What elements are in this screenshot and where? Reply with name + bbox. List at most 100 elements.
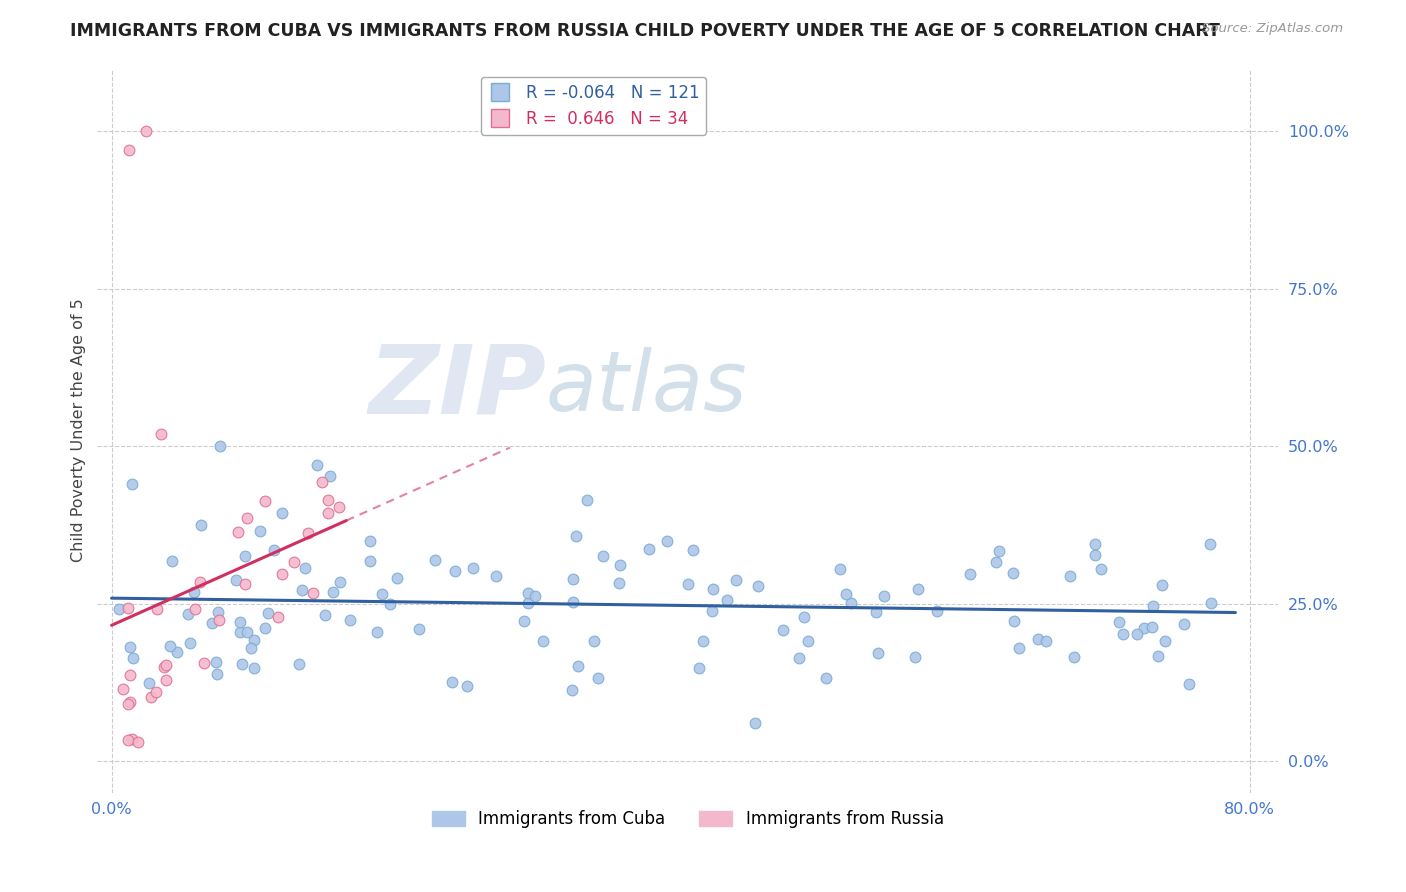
- Point: [243, 660, 266, 674]
- Point: [283, 555, 305, 569]
- Point: [872, 589, 894, 603]
- Point: [456, 679, 478, 693]
- Point: [835, 587, 858, 601]
- Point: [322, 584, 344, 599]
- Point: [1133, 621, 1156, 635]
- Point: [127, 734, 149, 748]
- Text: atlas: atlas: [546, 347, 748, 427]
- Point: [184, 602, 207, 616]
- Point: [516, 596, 538, 610]
- Point: [1150, 577, 1173, 591]
- Point: [907, 582, 929, 596]
- Point: [441, 675, 464, 690]
- Point: [1084, 537, 1107, 551]
- Point: [118, 695, 141, 709]
- Point: [1142, 599, 1164, 614]
- Point: [297, 526, 319, 541]
- Point: [236, 511, 259, 525]
- Point: [267, 610, 290, 624]
- Point: [117, 732, 139, 747]
- Point: [567, 659, 589, 673]
- Point: [1001, 566, 1024, 580]
- Point: [692, 634, 714, 648]
- Point: [314, 608, 336, 623]
- Point: [1140, 620, 1163, 634]
- Point: [138, 676, 160, 690]
- Point: [359, 534, 381, 549]
- Point: [516, 586, 538, 600]
- Point: [117, 600, 139, 615]
- Point: [793, 610, 815, 624]
- Point: [523, 589, 546, 603]
- Point: [150, 426, 173, 441]
- Text: Source: ZipAtlas.com: Source: ZipAtlas.com: [1202, 22, 1343, 36]
- Point: [865, 606, 887, 620]
- Point: [1084, 548, 1107, 562]
- Point: [607, 576, 630, 591]
- Point: [121, 477, 143, 491]
- Point: [226, 525, 249, 540]
- Point: [904, 650, 927, 665]
- Point: [716, 593, 738, 607]
- Point: [208, 439, 231, 453]
- Point: [307, 458, 329, 473]
- Point: [311, 475, 333, 489]
- Point: [789, 650, 811, 665]
- Point: [177, 607, 200, 622]
- Point: [117, 697, 139, 711]
- Point: [638, 542, 661, 557]
- Point: [592, 549, 614, 563]
- Point: [1112, 627, 1135, 641]
- Point: [866, 646, 889, 660]
- Point: [205, 666, 228, 681]
- Point: [1201, 596, 1223, 610]
- Point: [485, 568, 508, 582]
- Point: [959, 567, 981, 582]
- Point: [702, 582, 724, 597]
- Point: [682, 543, 704, 558]
- Point: [655, 534, 678, 549]
- Point: [1028, 632, 1050, 647]
- Point: [233, 549, 256, 563]
- Point: [586, 671, 609, 685]
- Point: [183, 584, 205, 599]
- Point: [287, 657, 309, 671]
- Point: [688, 661, 710, 675]
- Point: [565, 529, 588, 543]
- Point: [408, 622, 430, 636]
- Point: [256, 607, 278, 621]
- Point: [1125, 627, 1147, 641]
- Point: [986, 555, 1008, 569]
- Point: [724, 573, 747, 587]
- Point: [702, 604, 724, 618]
- Point: [166, 645, 188, 659]
- Point: [797, 633, 820, 648]
- Point: [378, 597, 401, 611]
- Text: IMMIGRANTS FROM CUBA VS IMMIGRANTS FROM RUSSIA CHILD POVERTY UNDER THE AGE OF 5 : IMMIGRANTS FROM CUBA VS IMMIGRANTS FROM …: [70, 22, 1220, 40]
- Point: [294, 561, 316, 575]
- Point: [676, 577, 699, 591]
- Point: [155, 673, 177, 687]
- Point: [513, 614, 536, 628]
- Point: [316, 506, 339, 520]
- Point: [562, 572, 585, 586]
- Legend: Immigrants from Cuba, Immigrants from Russia: Immigrants from Cuba, Immigrants from Ru…: [425, 804, 950, 835]
- Point: [146, 601, 169, 615]
- Point: [208, 613, 231, 627]
- Point: [155, 657, 177, 672]
- Point: [582, 633, 605, 648]
- Point: [243, 632, 266, 647]
- Point: [253, 621, 276, 635]
- Point: [229, 624, 252, 639]
- Point: [1059, 569, 1081, 583]
- Point: [162, 554, 184, 568]
- Point: [1008, 641, 1031, 656]
- Point: [152, 660, 174, 674]
- Point: [179, 636, 201, 650]
- Point: [1199, 537, 1222, 551]
- Point: [747, 579, 769, 593]
- Point: [1002, 614, 1025, 628]
- Point: [841, 596, 863, 610]
- Point: [609, 558, 631, 572]
- Point: [1147, 648, 1170, 663]
